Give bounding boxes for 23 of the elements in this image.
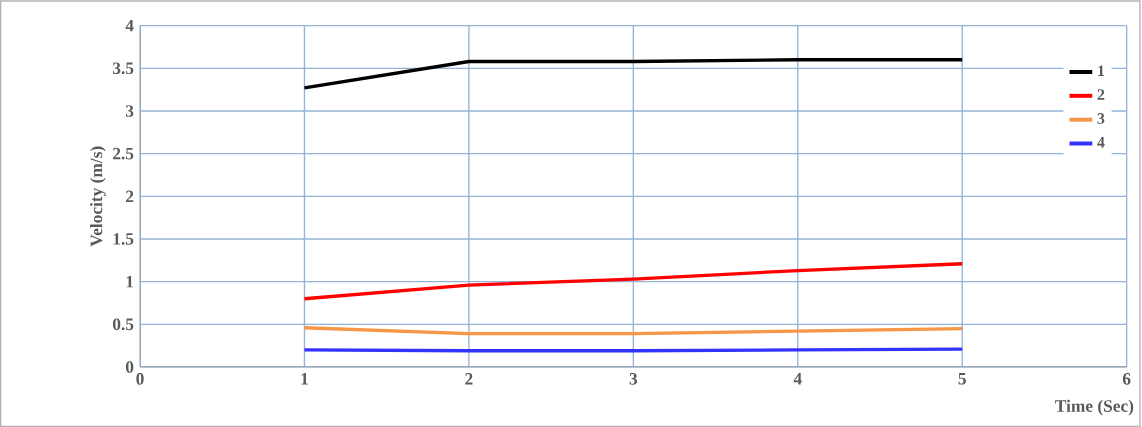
y-tick-label: 3.5 [112, 62, 134, 75]
x-axis-title: Time (Sec) [1055, 399, 1134, 416]
x-tick-label: 1 [301, 373, 308, 385]
legend-label: 2 [1097, 89, 1105, 100]
legend-label: 3 [1097, 113, 1105, 124]
y-axis-title: Velocity (m/s) [90, 146, 106, 247]
y-tick-label: 0.5 [112, 318, 134, 331]
x-tick-label: 2 [465, 373, 473, 385]
y-tick-label: 2 [126, 190, 134, 203]
x-tick-label: 0 [136, 373, 144, 385]
x-tick-label: 6 [1122, 373, 1131, 385]
legend-label: 4 [1097, 136, 1105, 148]
y-tick-label: 1 [126, 275, 134, 288]
x-tick-label: 3 [629, 373, 638, 385]
legend-label: 1 [1098, 65, 1105, 76]
line-series [302, 262, 964, 301]
y-tick-label: 1.5 [113, 233, 134, 245]
y-tick-label: 0 [125, 361, 134, 373]
y-tick-label: 4 [125, 19, 134, 32]
x-tick-label: 4 [793, 373, 802, 385]
x-tick-label: 5 [958, 373, 966, 385]
y-tick-label: 3 [125, 105, 134, 117]
y-tick-label: 2.5 [113, 147, 134, 160]
